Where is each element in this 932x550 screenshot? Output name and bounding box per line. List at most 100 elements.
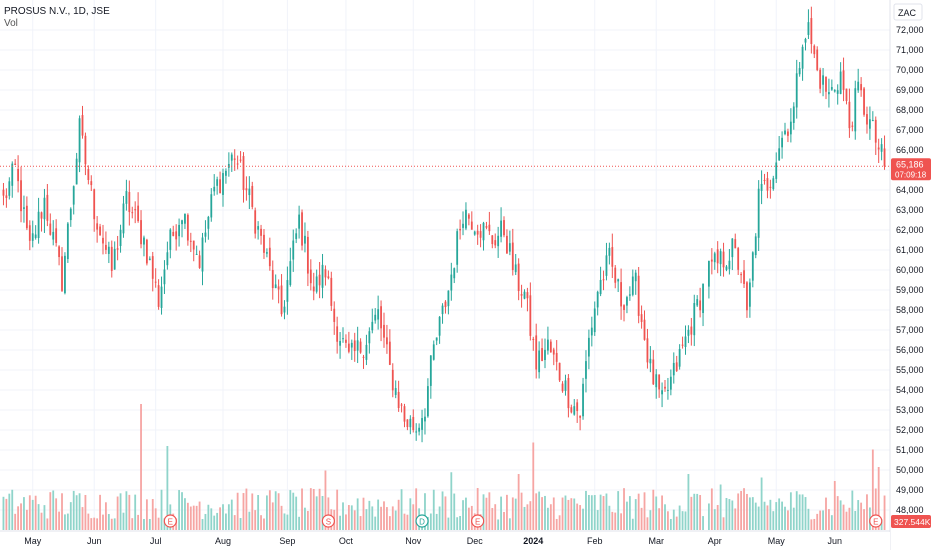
price-tick-label: 60,000	[896, 265, 924, 275]
candle	[605, 255, 608, 276]
candle	[421, 418, 423, 430]
candle	[58, 246, 60, 258]
candle	[216, 179, 219, 186]
volume-bar	[204, 513, 207, 530]
candle	[702, 283, 704, 314]
volume-bar	[807, 508, 810, 530]
volume-bar	[403, 513, 406, 530]
volume-bar	[661, 495, 663, 530]
volume-bar	[52, 490, 55, 530]
volume-bar	[500, 496, 502, 530]
volume-bar	[825, 497, 827, 530]
candle	[757, 188, 760, 238]
price-axis[interactable]: ZAC 48,000 49,000 50,000 51,000 52,000 53,000 5…	[889, 0, 932, 550]
currency-box[interactable]	[893, 3, 923, 21]
candle	[754, 236, 757, 256]
price-tick-label: 58,000	[896, 305, 924, 315]
volume-bar	[766, 505, 769, 530]
volume-bar	[312, 489, 315, 530]
candle	[713, 253, 716, 263]
candle	[772, 178, 775, 190]
candle	[192, 240, 195, 250]
volume-bar	[883, 495, 886, 530]
candle	[116, 248, 119, 250]
candle	[137, 205, 140, 222]
candle	[69, 208, 72, 221]
volume-bar	[69, 502, 72, 530]
candle	[46, 194, 49, 221]
event-marker-icon	[471, 514, 485, 528]
volume-bar	[160, 489, 163, 530]
volume-bar	[778, 498, 781, 530]
volume-bar	[763, 501, 766, 530]
volume-bar	[637, 493, 640, 530]
volume-bar	[456, 517, 459, 530]
volume-bar	[772, 511, 775, 530]
time-tick-label: Sep	[279, 536, 295, 546]
volume-bar	[201, 519, 204, 530]
event-marker-E[interactable]: E	[471, 514, 485, 528]
candle	[204, 232, 207, 237]
volume-bar	[503, 511, 505, 530]
candle	[23, 207, 25, 209]
event-marker-E[interactable]: E	[163, 514, 177, 528]
volume-bar	[833, 481, 836, 530]
candle	[254, 210, 257, 234]
volume-bar	[154, 508, 157, 530]
candle	[306, 236, 309, 274]
price-tick-label: 50,000	[896, 465, 924, 475]
candle	[526, 292, 529, 299]
event-marker-letter: E	[475, 518, 480, 527]
price-tick-label: 72,000	[896, 25, 924, 35]
volume-bar	[248, 511, 251, 530]
candle	[345, 339, 347, 343]
volume-bar	[617, 491, 620, 530]
candle	[459, 228, 462, 231]
volume-bar	[497, 519, 500, 530]
candle	[107, 246, 110, 254]
volume-bar	[113, 518, 116, 530]
candle	[350, 342, 353, 348]
candle	[11, 163, 14, 186]
candle	[186, 214, 189, 241]
volume-bar	[315, 496, 318, 530]
time-axis[interactable]: May Jun Jul Aug Sep Oct Nov Dec 2024 Feb Mar Apr May…	[0, 530, 890, 550]
event-marker-S[interactable]: S	[321, 514, 335, 528]
candle	[125, 191, 128, 204]
volume-bar	[327, 497, 330, 530]
candle	[795, 73, 798, 108]
time-axis-bg	[0, 532, 890, 550]
volume-bar	[634, 499, 637, 530]
candle	[868, 119, 871, 129]
candle	[169, 229, 172, 250]
event-marker-E[interactable]: E	[869, 514, 883, 528]
candle	[877, 147, 880, 150]
candle	[585, 361, 587, 379]
volume-bar	[672, 509, 675, 530]
candle	[465, 209, 467, 229]
volume-bar	[567, 499, 570, 530]
volume-bar	[49, 492, 52, 530]
volume-bar	[690, 496, 693, 530]
candle	[301, 212, 303, 246]
volume-bar	[775, 502, 778, 530]
candle	[880, 144, 883, 152]
candle	[579, 415, 582, 418]
event-marker-D[interactable]: D	[415, 514, 429, 528]
candle	[400, 404, 403, 406]
volume-bar	[725, 498, 728, 530]
candle	[614, 267, 617, 283]
volume-bar	[792, 507, 795, 530]
volume-bar	[511, 497, 514, 530]
candle	[172, 231, 175, 236]
volume-bar	[175, 518, 178, 530]
candle	[725, 266, 728, 270]
candle	[122, 203, 125, 234]
volume-bar	[292, 492, 295, 530]
candle	[710, 259, 713, 262]
candle	[84, 135, 87, 165]
volume-bar	[579, 505, 582, 530]
candle	[336, 326, 339, 342]
candle	[268, 247, 271, 267]
